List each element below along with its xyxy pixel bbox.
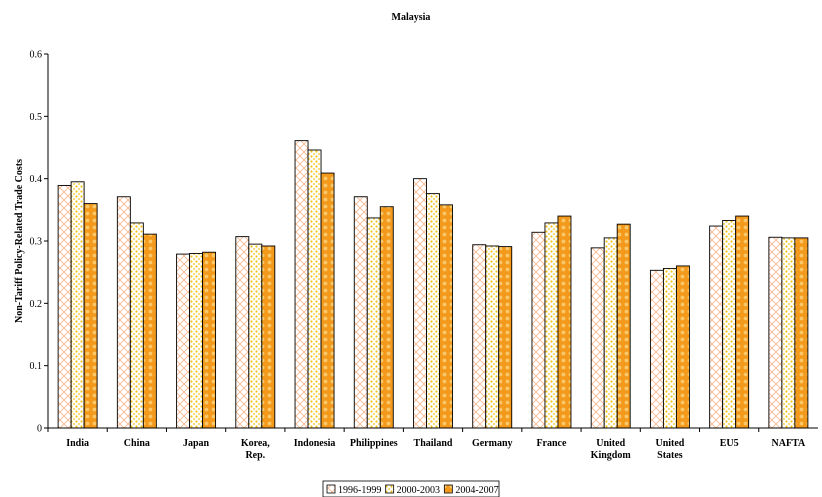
bar-2004-2007-nafta xyxy=(794,237,809,429)
bar-2000-2003-germany xyxy=(485,245,500,429)
x-tick-label: China xyxy=(124,438,150,449)
x-tick-label-line: United xyxy=(596,438,625,449)
legend-box xyxy=(322,480,500,497)
bar-2004-2007-india xyxy=(83,203,98,429)
bar-2000-2003-korea-rep- xyxy=(248,243,263,429)
y-axis: 0 0.1 0.2 0.3 0.4 0.5 0.6 xyxy=(30,50,49,435)
x-tick-label-line: Germany xyxy=(472,438,513,449)
y-tick-label: 0.5 xyxy=(30,112,43,123)
x-tick-label: India xyxy=(66,438,89,449)
x-tick-label: Philippines xyxy=(350,438,398,449)
y-tick-label: 0.3 xyxy=(30,237,43,248)
bar-1996-1999-thailand xyxy=(413,178,427,429)
bar-2000-2003-japan xyxy=(189,253,204,429)
bar-1996-1999-japan xyxy=(176,253,191,429)
bars xyxy=(57,140,809,429)
x-tick-label-line: NAFTA xyxy=(772,438,806,449)
x-tick-label-line: Thailand xyxy=(414,438,453,449)
legend-label-2000-2003: 2000-2003 xyxy=(397,485,440,496)
bar-1996-1999-india xyxy=(57,185,72,429)
x-tick-label-line: Korea, xyxy=(241,438,270,449)
bar-2000-2003-philippines xyxy=(366,217,381,429)
bar-1996-1999-indonesia xyxy=(294,140,309,429)
x-tick-label-line: United xyxy=(655,438,684,449)
y-tick-label: 0 xyxy=(37,424,42,435)
bar-2000-2003-united-states xyxy=(662,267,677,429)
x-tick-label: United States xyxy=(655,438,684,461)
x-tick-label: EU5 xyxy=(720,438,739,449)
bar-1996-1999-china xyxy=(116,196,131,429)
bar-1996-1999-france xyxy=(531,231,546,429)
x-tick-label: NAFTA xyxy=(772,438,806,449)
bar-2000-2003-thailand xyxy=(426,193,440,429)
x-tick-label-line: EU5 xyxy=(720,438,739,449)
y-axis-title: Non-Tariff Policy-Related Trade Costs xyxy=(14,159,25,323)
bar-2000-2003-nafta xyxy=(781,237,796,429)
x-tick-label-line: France xyxy=(536,438,567,449)
x-tick-label-line: Japan xyxy=(183,438,210,449)
x-tick-label: Thailand xyxy=(414,438,453,449)
x-tick-label-line: Kingdom xyxy=(591,450,632,461)
y-tick-label: 0.2 xyxy=(30,299,43,310)
bar-1996-1999-nafta xyxy=(768,236,783,429)
bar-2004-2007-china xyxy=(142,233,157,429)
legend-swatch-1996-1999 xyxy=(326,484,336,494)
bar-2000-2003-eu5 xyxy=(722,219,737,429)
y-tick-label: 0.1 xyxy=(30,361,43,372)
bar-2004-2007-united-kingdom xyxy=(616,223,631,429)
x-tick-label: Germany xyxy=(472,438,513,449)
bar-2000-2003-united-kingdom xyxy=(603,237,618,429)
bar-2004-2007-philippines xyxy=(379,206,394,429)
x-tick-label: France xyxy=(536,438,567,449)
bar-2004-2007-united-states xyxy=(675,265,690,429)
bar-2004-2007-eu5 xyxy=(735,215,750,429)
x-tick-label: Korea, Rep. xyxy=(241,438,270,461)
legend-label-2004-2007: 2004-2007 xyxy=(455,485,498,496)
bar-2004-2007-thailand xyxy=(439,204,453,429)
bar-1996-1999-germany xyxy=(472,244,487,429)
x-tick-label: Indonesia xyxy=(294,438,336,449)
bar-2000-2003-france xyxy=(544,222,559,429)
x-tick-label-line: Rep. xyxy=(245,450,265,461)
x-tick-label-line: States xyxy=(657,450,683,461)
bar-2004-2007-germany xyxy=(498,246,513,429)
x-tick-label-line: Indonesia xyxy=(294,438,336,449)
bar-2004-2007-korea-rep- xyxy=(261,245,276,429)
bar-1996-1999-korea-rep- xyxy=(235,236,250,429)
x-tick-label-line: India xyxy=(66,438,89,449)
bar-1996-1999-united-kingdom xyxy=(590,247,605,429)
bar-1996-1999-philippines xyxy=(353,196,368,429)
bar-2000-2003-indonesia xyxy=(307,149,322,429)
y-tick-label: 0.6 xyxy=(30,50,43,61)
x-tick-label: Japan xyxy=(183,438,210,449)
bar-2000-2003-india xyxy=(70,181,85,429)
x-tick-label-line: Philippines xyxy=(350,438,398,449)
bar-2004-2007-japan xyxy=(202,251,217,429)
bar-1996-1999-eu5 xyxy=(709,225,724,429)
legend-swatch-2000-2003 xyxy=(385,484,395,494)
bar-2000-2003-china xyxy=(129,222,144,429)
y-tick-label: 0.4 xyxy=(30,174,43,185)
legend-swatch-2004-2007 xyxy=(443,484,453,494)
bar-1996-1999-united-states xyxy=(649,269,664,429)
bar-2004-2007-indonesia xyxy=(320,172,335,429)
bar-2004-2007-france xyxy=(557,215,572,429)
legend: 1996-1999 2000-2003 2004-2007 xyxy=(322,480,500,497)
x-axis: India China Japan Korea, Rep. Indonesia Philip… xyxy=(47,427,818,461)
chart-title: Malaysia xyxy=(392,12,431,23)
x-tick-label-line: China xyxy=(124,438,150,449)
x-tick-label: United Kingdom xyxy=(591,438,632,461)
legend-label-1996-1999: 1996-1999 xyxy=(338,485,381,496)
